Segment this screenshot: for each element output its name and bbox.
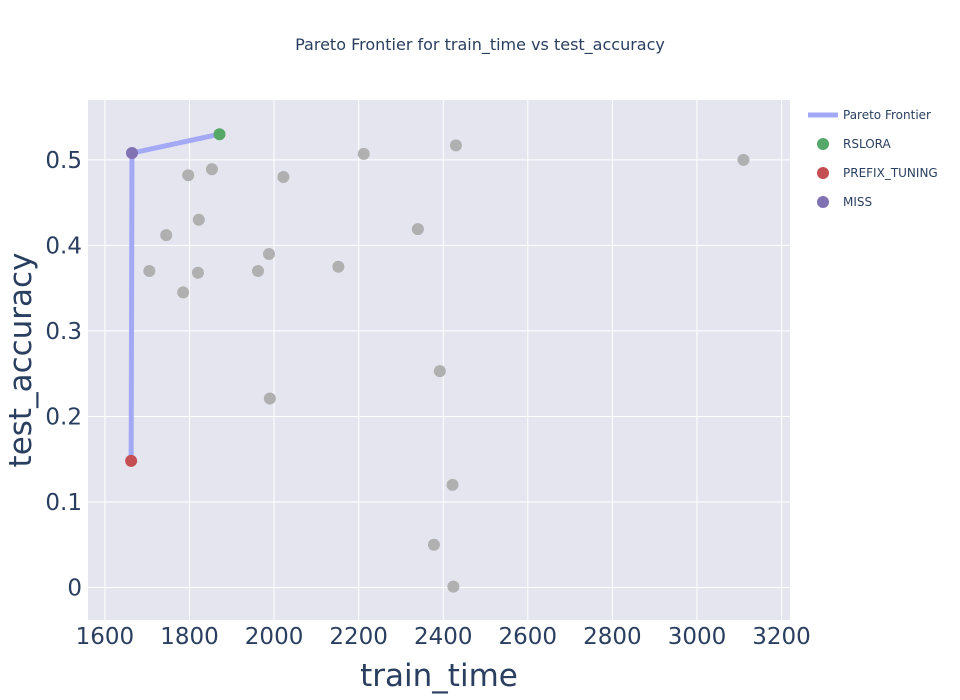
x-axis-ticks: 1600 1800 2000 2200 2400 2600 2800 3000 3200 — [76, 624, 811, 650]
legend-pareto-label[interactable]: Pareto Frontier — [843, 108, 931, 122]
legend-prefix-tuning-swatch — [817, 167, 829, 179]
x-axis-title: train_time — [360, 658, 518, 694]
x-tick-label: 2200 — [329, 624, 388, 650]
legend: Pareto Frontier RSLORA PREFIX_TUNING MIS… — [808, 108, 938, 209]
x-tick-label: 2800 — [583, 624, 642, 650]
y-tick-label: 0.1 — [45, 490, 82, 516]
x-tick-label: 1600 — [76, 624, 135, 650]
legend-miss-swatch — [817, 196, 829, 208]
data-points — [125, 128, 750, 593]
other-data-point[interactable] — [263, 392, 276, 405]
other-data-point[interactable] — [447, 580, 460, 593]
grid — [88, 100, 790, 620]
y-tick-label: 0.2 — [45, 404, 82, 430]
other-data-point[interactable] — [737, 153, 750, 166]
x-tick-label: 2000 — [245, 624, 304, 650]
point-rslora[interactable] — [213, 128, 226, 141]
other-data-point[interactable] — [192, 213, 205, 226]
y-tick-label: 0 — [67, 576, 82, 602]
x-tick-label: 2600 — [499, 624, 558, 650]
y-tick-label: 0.3 — [45, 319, 82, 345]
point-miss[interactable] — [125, 147, 138, 160]
point-prefix-tuning[interactable] — [125, 454, 138, 467]
other-data-point[interactable] — [160, 229, 173, 242]
plot-background — [88, 100, 790, 620]
chart-title: Pareto Frontier for train_time vs test_a… — [295, 35, 665, 55]
other-data-point[interactable] — [252, 265, 265, 278]
y-tick-label: 0.4 — [45, 233, 82, 259]
y-axis-ticks: 0 0.1 0.2 0.3 0.4 0.5 — [45, 148, 82, 602]
x-tick-label: 1800 — [160, 624, 219, 650]
other-data-point[interactable] — [411, 223, 424, 236]
other-data-point[interactable] — [143, 265, 156, 278]
other-data-point[interactable] — [357, 147, 370, 160]
legend-rslora-label[interactable]: RSLORA — [843, 137, 892, 151]
other-data-point[interactable] — [433, 365, 446, 378]
legend-rslora-swatch — [817, 138, 829, 150]
other-data-point[interactable] — [177, 286, 190, 299]
x-tick-label: 3200 — [752, 624, 811, 650]
other-data-point[interactable] — [262, 247, 275, 260]
other-data-point[interactable] — [446, 478, 459, 491]
other-data-point[interactable] — [182, 169, 195, 182]
other-data-point[interactable] — [205, 163, 218, 176]
other-data-point[interactable] — [449, 139, 462, 152]
legend-miss-label[interactable]: MISS — [843, 195, 872, 209]
x-tick-label: 3000 — [668, 624, 727, 650]
y-axis-title: test_accuracy — [3, 253, 39, 468]
legend-prefix-tuning-label[interactable]: PREFIX_TUNING — [843, 166, 938, 180]
other-data-point[interactable] — [191, 266, 204, 279]
x-tick-label: 2400 — [414, 624, 473, 650]
y-tick-label: 0.5 — [45, 148, 82, 174]
other-data-point[interactable] — [427, 538, 440, 551]
other-data-point[interactable] — [277, 170, 290, 183]
other-data-point[interactable] — [332, 260, 345, 273]
